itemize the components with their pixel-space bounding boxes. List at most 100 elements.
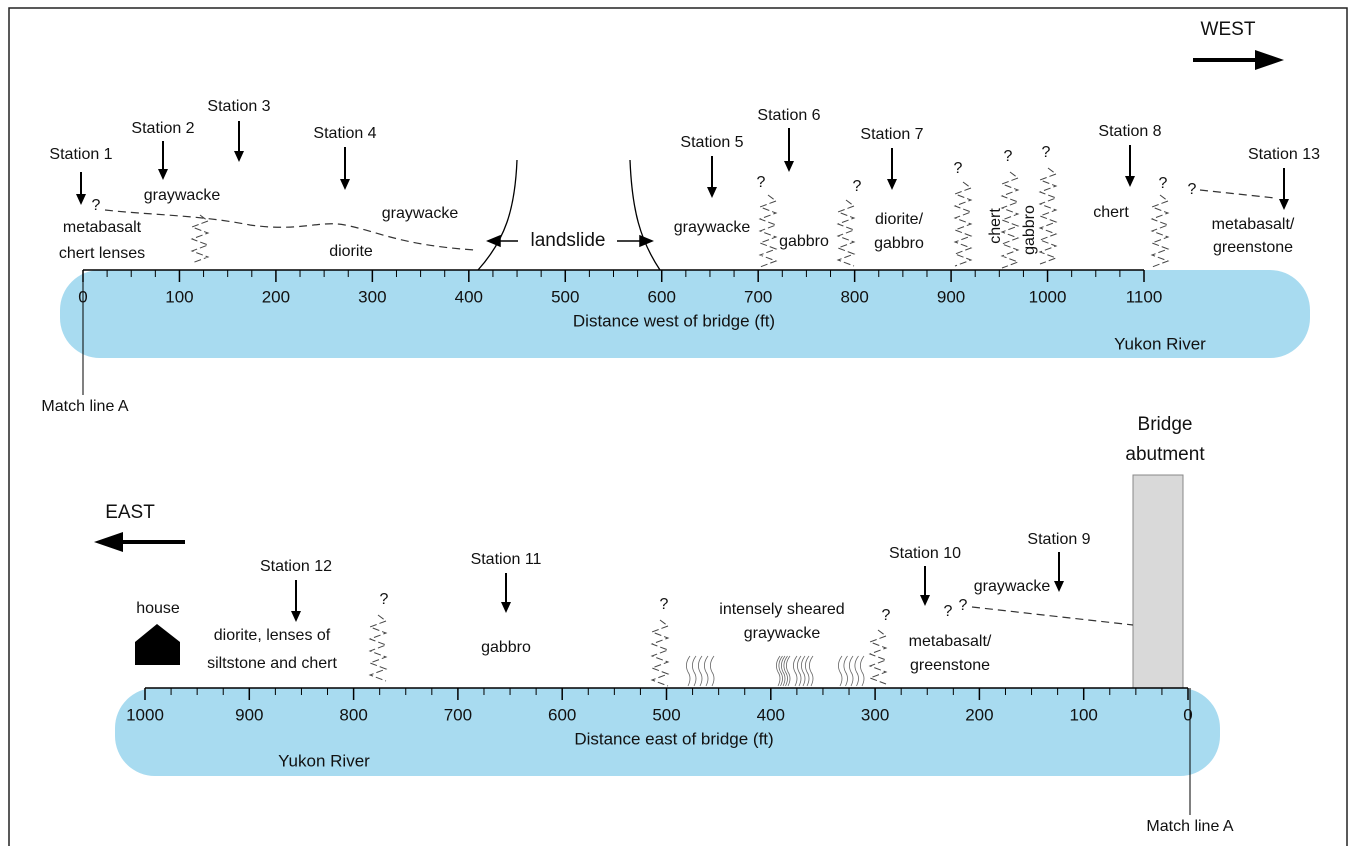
query-mark: ? [660, 596, 669, 613]
gradational-contact [955, 182, 971, 266]
tick-label: 300 [861, 705, 889, 724]
station-label: Station 3 [207, 98, 270, 115]
river-label: Yukon River [278, 751, 370, 770]
query-mark: ? [959, 597, 968, 614]
rock-label: gabbro [1021, 205, 1038, 255]
query-mark: ? [954, 160, 963, 177]
match-line-label: Match line A [1146, 818, 1233, 835]
station-arrow-head [887, 179, 897, 190]
query-mark: ? [1188, 181, 1197, 198]
station-arrow-head [76, 194, 86, 205]
station-arrow-head [501, 602, 511, 613]
gradational-contact [1152, 195, 1168, 267]
axis-label: Distance west of bridge (ft) [573, 311, 775, 330]
query-mark: ? [92, 197, 101, 214]
direction-label: WEST [1201, 19, 1256, 40]
tick-label: 900 [937, 287, 965, 306]
rock-label: chert [1093, 204, 1129, 221]
rock-label: siltstone and chert [207, 655, 337, 672]
query-mark: ? [1159, 175, 1168, 192]
station-arrow-head [291, 611, 301, 622]
shear-symbol [698, 656, 702, 686]
tick-label: 0 [1183, 705, 1192, 724]
station-arrow-head [1054, 581, 1064, 592]
tick-label: 600 [548, 705, 576, 724]
gradational-contact [370, 615, 386, 681]
tick-label: 900 [235, 705, 263, 724]
east-arrow-head [94, 532, 123, 552]
shear-symbol [809, 656, 813, 686]
shear-symbol [855, 656, 859, 686]
house-icon [135, 624, 180, 665]
rock-label: diorite [329, 243, 373, 260]
station-label: Station 8 [1098, 123, 1161, 140]
rock-label: graywacke [974, 578, 1051, 595]
gradational-contact [870, 630, 886, 684]
station-arrow-head [1125, 176, 1135, 187]
landslide-label: landslide [531, 230, 606, 251]
shear-symbol [776, 656, 780, 686]
rock-label: metabasalt/ [909, 633, 992, 650]
rock-label: chert [987, 208, 1004, 244]
query-mark: ? [1042, 144, 1051, 161]
shear-symbol [844, 656, 848, 686]
query-mark: ? [1004, 148, 1013, 165]
tick-label: 400 [455, 287, 483, 306]
abutment-label: abutment [1125, 444, 1205, 465]
gradational-contact [1002, 172, 1018, 268]
tick-label: 200 [965, 705, 993, 724]
abutment-label: Bridge [1138, 414, 1193, 435]
house-label: house [136, 600, 180, 617]
station-label: Station 13 [1248, 146, 1320, 163]
shear-symbol [797, 656, 801, 686]
station-label: Station 10 [889, 545, 961, 562]
shear-symbol [849, 656, 853, 686]
rock-label: graywacke [744, 625, 821, 642]
query-mark: ? [757, 174, 766, 191]
station-label: Station 7 [860, 126, 923, 143]
tick-label: 0 [78, 287, 87, 306]
gradational-contact [838, 200, 854, 266]
tick-label: 700 [744, 287, 772, 306]
tick-label: 100 [165, 287, 193, 306]
tick-label: 1000 [126, 705, 164, 724]
rock-label: diorite, lenses of [214, 627, 331, 644]
direction-label: EAST [105, 502, 155, 523]
query-mark: ? [380, 591, 389, 608]
bridge-abutment [1133, 475, 1183, 688]
shear-symbol [692, 656, 696, 686]
shear-symbol [805, 656, 809, 686]
match-line-label: Match line A [41, 398, 128, 415]
rock-label: gabbro [481, 639, 531, 656]
shear-symbol [793, 656, 797, 686]
rock-label: greenstone [910, 657, 990, 674]
rock-label: greenstone [1213, 239, 1293, 256]
tick-label: 200 [262, 287, 290, 306]
station-label: Station 9 [1027, 531, 1090, 548]
rock-label: intensely sheared [719, 601, 844, 618]
tick-label: 400 [757, 705, 785, 724]
rock-label: diorite/ [875, 211, 924, 228]
shear-symbol [860, 656, 864, 686]
axis-label: Distance east of bridge (ft) [574, 729, 773, 748]
station-arrow-head [784, 161, 794, 172]
station-label: Station 11 [471, 551, 542, 568]
tick-label: 800 [840, 287, 868, 306]
tick-label: 600 [648, 287, 676, 306]
station-label: Station 6 [757, 107, 820, 124]
river-label: Yukon River [1114, 334, 1206, 353]
station-arrow-head [920, 595, 930, 606]
landslide-scarp [478, 160, 660, 270]
station-arrow-head [707, 187, 717, 198]
rock-label: gabbro [874, 235, 924, 252]
shear-symbol [710, 656, 714, 686]
station-label: Station 2 [131, 120, 194, 137]
rock-label: chert lenses [59, 245, 145, 262]
tick-label: 300 [358, 287, 386, 306]
rock-label: gabbro [779, 233, 829, 250]
shear-symbol [686, 656, 690, 686]
tick-label: 800 [339, 705, 367, 724]
query-mark: ? [882, 607, 891, 624]
tick-label: 700 [444, 705, 472, 724]
station-label: Station 12 [260, 558, 332, 575]
